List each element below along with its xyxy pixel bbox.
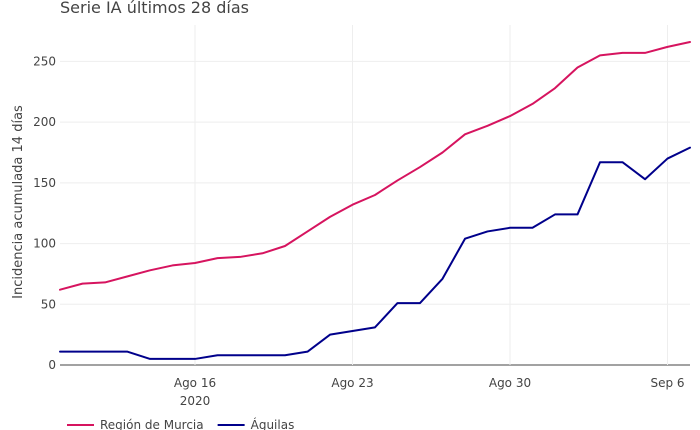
legend-label: Región de Murcia [100,418,204,430]
y-tick-label: 150 [33,176,56,190]
x-tick-label: Ago 23 [331,376,373,390]
series-layer [59,41,691,360]
y-tick-label: 100 [33,237,56,251]
y-axis-title: Incidencia acumulada 14 días [11,105,26,299]
y-tick-label: 0 [48,358,56,372]
y-axis-ticks: 0 50 100 150 200 250 [33,54,56,372]
series-line-2 [59,146,691,360]
y-tick-label: 250 [33,54,56,68]
x-axis-ticks: Ago 16 2020 Ago 23 Ago 30 Sep 6 [174,376,685,408]
legend-item-2[interactable]: Águilas [217,417,295,430]
legend[interactable]: Región de Murcia Águilas [67,417,294,430]
grid-layer [60,25,690,366]
x-tick-sublabel: 2020 [180,394,211,408]
legend-item-1[interactable]: Región de Murcia [67,418,204,430]
y-tick-label: 50 [41,297,56,311]
chart-title: Serie IA últimos 28 días [60,0,249,17]
x-tick-label: Ago 16 [174,376,216,390]
y-tick-label: 200 [33,115,56,129]
legend-label: Águilas [251,417,295,430]
x-tick-label: Ago 30 [489,376,531,390]
series-line-1 [59,41,691,291]
x-tick-label: Sep 6 [650,376,684,390]
